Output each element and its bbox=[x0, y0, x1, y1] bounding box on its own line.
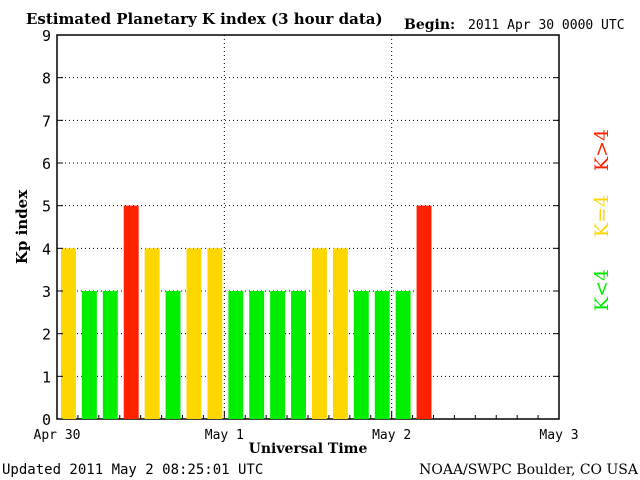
kp-bar bbox=[249, 291, 265, 419]
x-axis-title: Universal Time bbox=[249, 441, 368, 457]
kp-bar bbox=[144, 248, 160, 419]
y-tick-label: 5 bbox=[42, 198, 51, 216]
source-credit: NOAA/SWPC Boulder, CO USA bbox=[419, 462, 639, 478]
kp-bar bbox=[270, 291, 286, 419]
kp-bar bbox=[312, 248, 327, 419]
y-tick-label: 9 bbox=[42, 27, 51, 45]
kp-bar bbox=[228, 291, 244, 419]
y-tick-label: 8 bbox=[42, 70, 51, 88]
kp-bar bbox=[395, 291, 411, 419]
y-tick-label: 0 bbox=[42, 411, 51, 429]
grid-lines bbox=[57, 35, 559, 419]
legend-k-equal: K=4 bbox=[591, 195, 613, 237]
kp-bar bbox=[332, 248, 348, 419]
y-axis: 0 1 2 3 4 5 6 7 8 9 bbox=[42, 27, 559, 429]
y-tick-label: 1 bbox=[42, 368, 51, 386]
updated-timestamp: Updated 2011 May 2 08:25:01 UTC bbox=[2, 462, 263, 478]
begin-label: Begin: bbox=[404, 17, 455, 33]
y-tick-label: 7 bbox=[42, 112, 51, 130]
chart-title: Estimated Planetary K index (3 hour data… bbox=[26, 10, 383, 28]
bars bbox=[61, 205, 432, 419]
kp-bar bbox=[123, 205, 139, 419]
y-tick-label: 6 bbox=[42, 155, 51, 173]
kp-bar bbox=[416, 205, 432, 419]
x-tick-label: May 3 bbox=[539, 428, 578, 443]
kp-bar bbox=[186, 248, 202, 419]
begin-value: 2011 Apr 30 0000 UTC bbox=[468, 18, 625, 33]
y-axis-title: Kp index bbox=[13, 189, 31, 264]
kp-bar bbox=[102, 291, 118, 419]
kp-bar bbox=[61, 248, 76, 419]
kp-bar bbox=[207, 248, 223, 419]
kp-bar bbox=[374, 291, 390, 419]
y-tick-label: 4 bbox=[42, 240, 51, 258]
legend-k-high: K>4 bbox=[591, 129, 613, 171]
x-tick-label: May 1 bbox=[205, 428, 244, 443]
kp-bar bbox=[165, 291, 181, 419]
legend-k-low: K<4 bbox=[591, 269, 613, 311]
kp-bar bbox=[353, 291, 369, 419]
x-axis: Apr 30 May 1 May 2 May 3 bbox=[34, 411, 579, 443]
x-tick-label: May 2 bbox=[372, 428, 411, 443]
y-tick-label: 3 bbox=[42, 283, 51, 301]
kp-bar bbox=[291, 291, 306, 419]
x-tick-label: Apr 30 bbox=[34, 428, 81, 443]
kp-bar bbox=[81, 291, 97, 419]
y-tick-label: 2 bbox=[42, 326, 51, 344]
